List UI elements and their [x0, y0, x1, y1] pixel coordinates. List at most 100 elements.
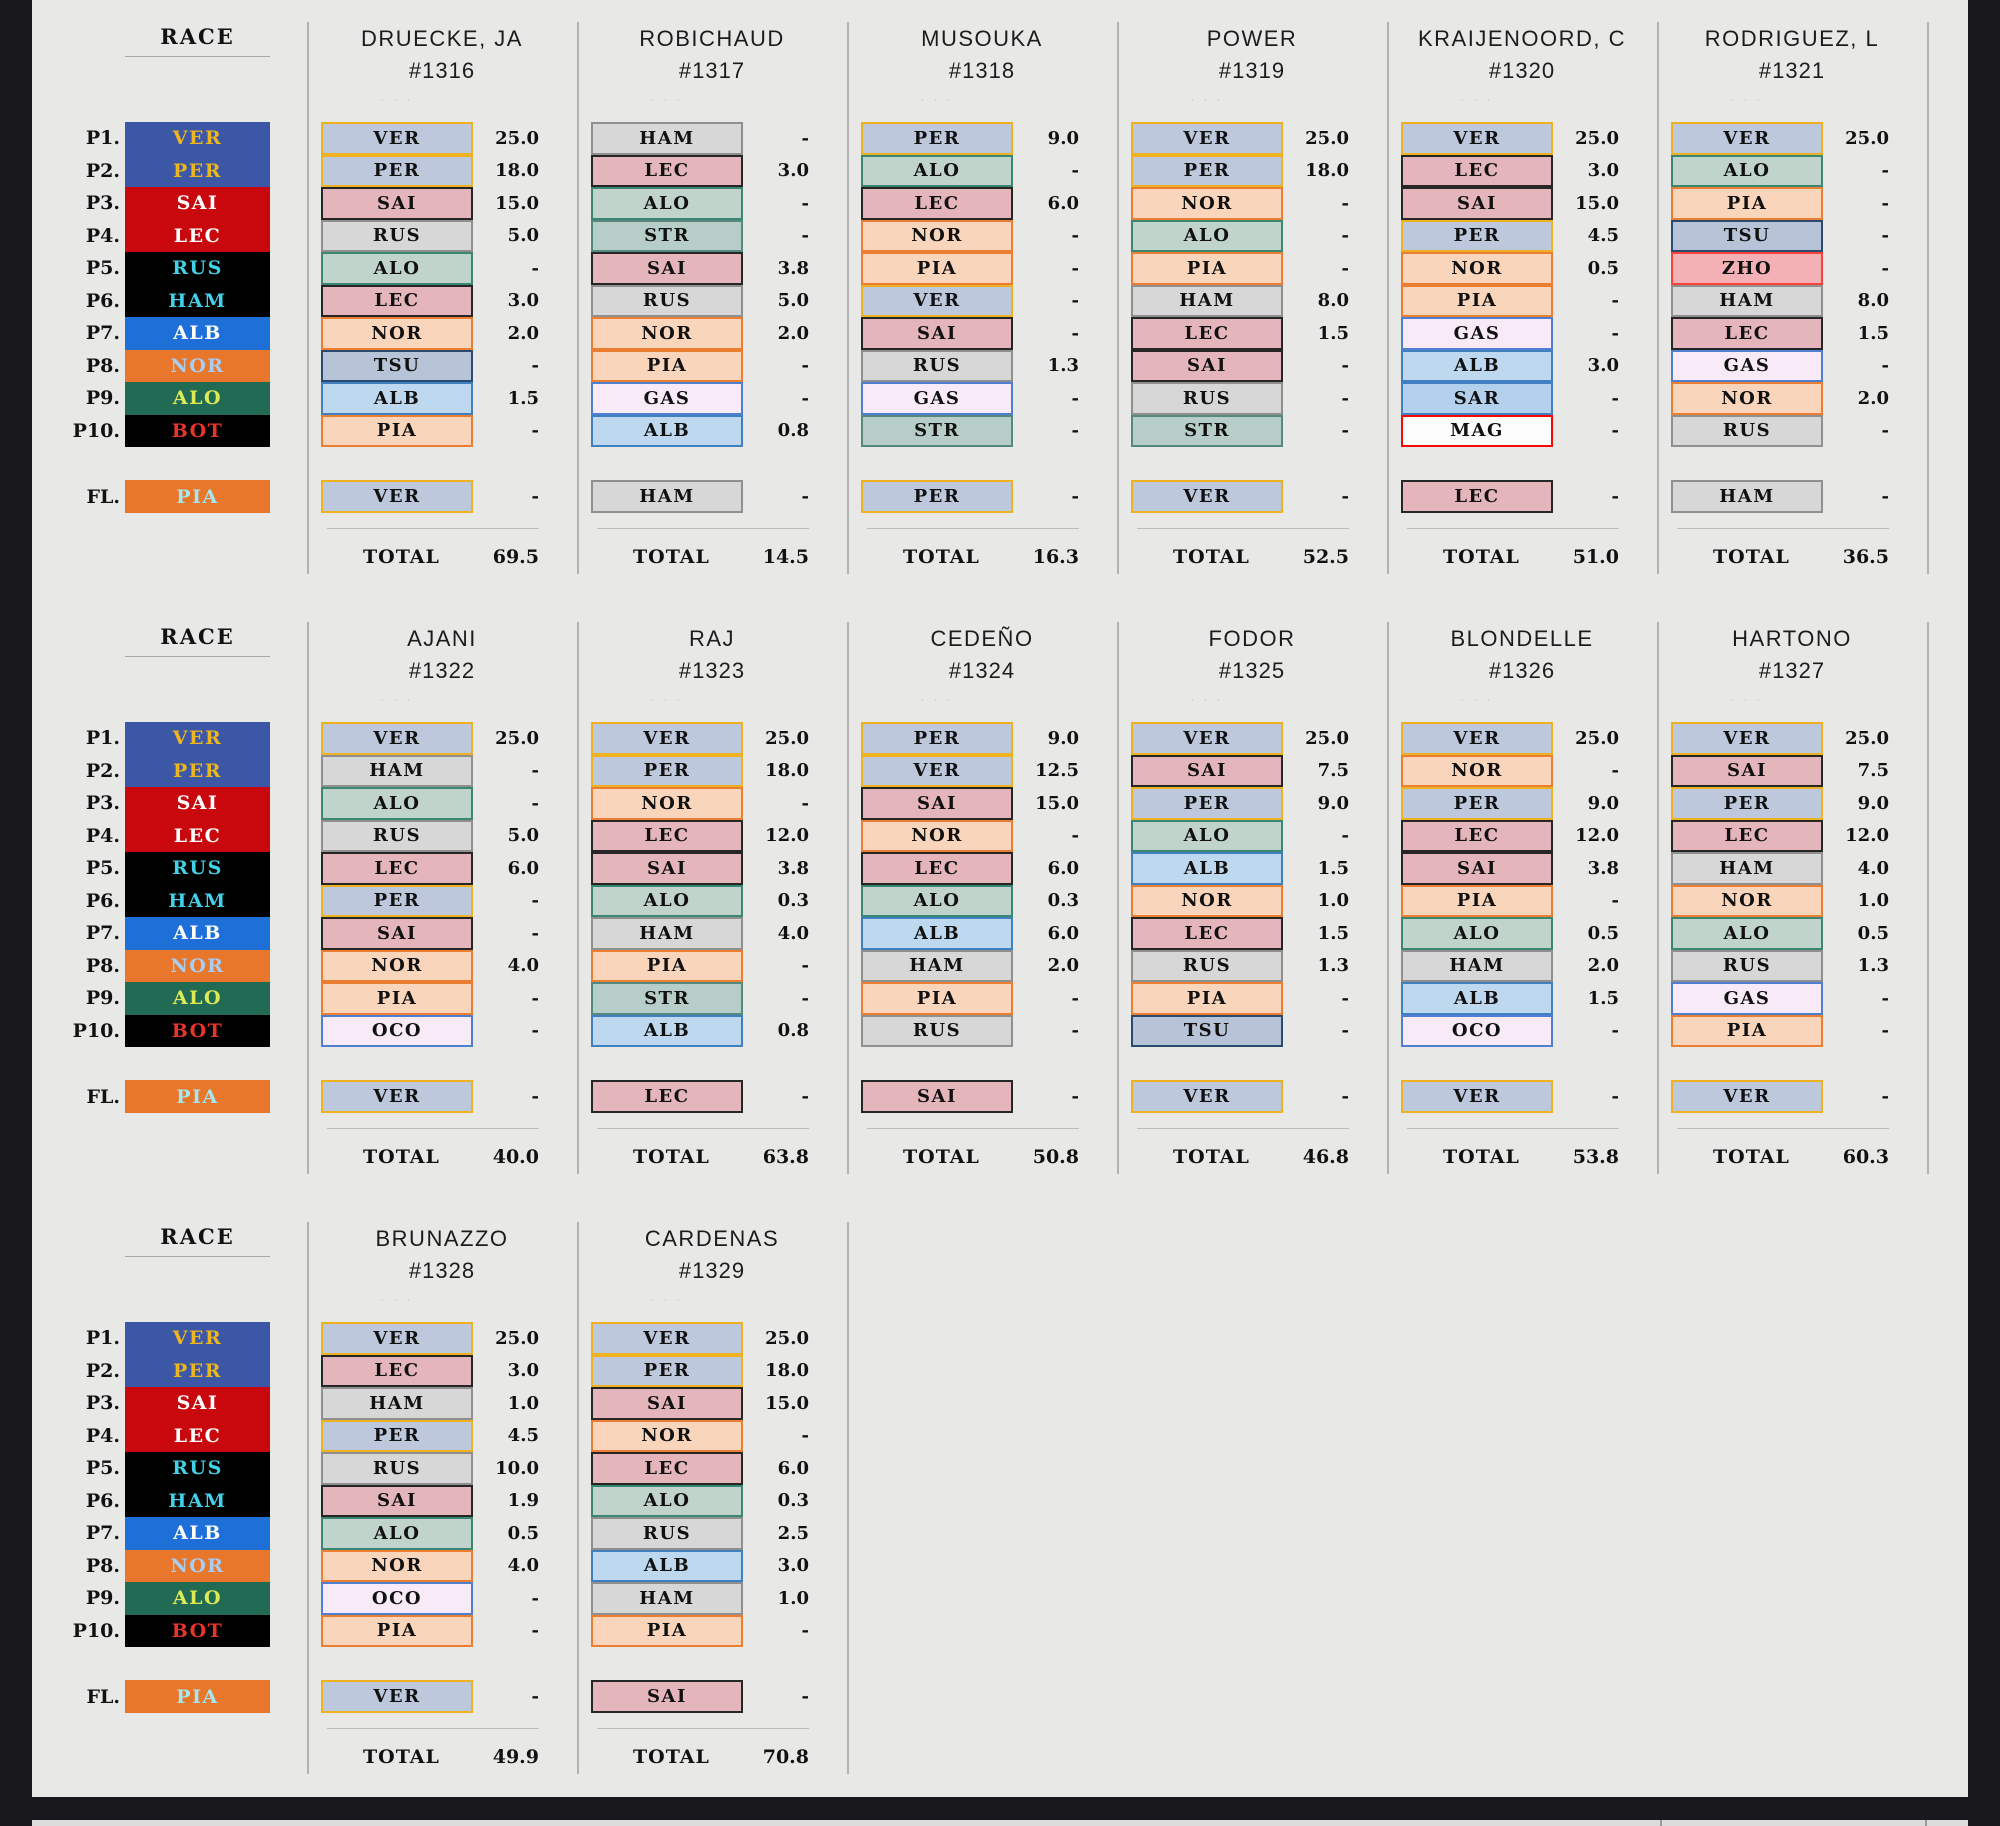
race-result-cell-ALO[interactable]: ALO: [125, 1582, 270, 1615]
pick-cell-SAI[interactable]: SAI: [1401, 852, 1553, 885]
pick-cell-PER[interactable]: PER: [1401, 219, 1553, 252]
pick-cell-ALO[interactable]: ALO: [1401, 917, 1553, 950]
race-result-cell-RUS[interactable]: RUS: [125, 252, 270, 285]
pick-cell-NOR[interactable]: NOR: [1401, 754, 1553, 787]
pick-cell-ALO[interactable]: ALO: [1671, 917, 1823, 950]
pick-cell-SAI[interactable]: SAI: [321, 917, 473, 950]
pick-cell-STR[interactable]: STR: [591, 219, 743, 252]
pick-cell-PIA[interactable]: PIA: [1131, 982, 1283, 1015]
pick-cell-VER[interactable]: VER: [1671, 122, 1823, 155]
pick-cell-SAI[interactable]: SAI: [1401, 187, 1553, 220]
pick-cell-VER[interactable]: VER: [861, 754, 1013, 787]
pick-cell-NOR[interactable]: NOR: [1671, 884, 1823, 917]
pick-cell-NOR[interactable]: NOR: [321, 1549, 473, 1582]
pick-cell-ALB[interactable]: ALB: [591, 1549, 743, 1582]
fastest-lap-pick-cell-HAM[interactable]: HAM: [1671, 480, 1823, 513]
fastest-lap-pick-cell-VER[interactable]: VER: [321, 1080, 473, 1113]
pick-cell-LEC[interactable]: LEC: [1671, 819, 1823, 852]
race-result-cell-LEC[interactable]: LEC: [125, 219, 270, 252]
pick-cell-ALO[interactable]: ALO: [321, 1517, 473, 1550]
pick-cell-ALB[interactable]: ALB: [591, 1014, 743, 1047]
pick-cell-LEC[interactable]: LEC: [591, 819, 743, 852]
pick-cell-OCO[interactable]: OCO: [1401, 1014, 1553, 1047]
pick-cell-PER[interactable]: PER: [321, 884, 473, 917]
pick-cell-RUS[interactable]: RUS: [591, 1517, 743, 1550]
race-result-cell-BOT[interactable]: BOT: [125, 414, 270, 447]
pick-cell-PIA[interactable]: PIA: [321, 1614, 473, 1647]
pick-cell-NOR[interactable]: NOR: [1131, 884, 1283, 917]
pick-cell-PIA[interactable]: PIA: [321, 982, 473, 1015]
pick-cell-LEC[interactable]: LEC: [861, 852, 1013, 885]
pick-cell-PIA[interactable]: PIA: [1401, 884, 1553, 917]
pick-cell-NOR[interactable]: NOR: [321, 317, 473, 350]
fastest-lap-pick-cell-VER[interactable]: VER: [1131, 1080, 1283, 1113]
pick-cell-PER[interactable]: PER: [861, 722, 1013, 755]
pick-cell-LEC[interactable]: LEC: [321, 284, 473, 317]
pick-cell-HAM[interactable]: HAM: [1401, 949, 1553, 982]
pick-cell-LEC[interactable]: LEC: [1131, 917, 1283, 950]
race-result-cell-NOR[interactable]: NOR: [125, 949, 270, 982]
pick-cell-PER[interactable]: PER: [321, 154, 473, 187]
pick-cell-STR[interactable]: STR: [591, 982, 743, 1015]
pick-cell-PER[interactable]: PER: [591, 1354, 743, 1387]
pick-cell-ALO[interactable]: ALO: [1131, 819, 1283, 852]
pick-cell-PIA[interactable]: PIA: [1671, 187, 1823, 220]
fastest-lap-pick-cell-VER[interactable]: VER: [321, 1680, 473, 1713]
pick-cell-MAG[interactable]: MAG: [1401, 414, 1553, 447]
pick-cell-OCO[interactable]: OCO: [321, 1582, 473, 1615]
pick-cell-HAM[interactable]: HAM: [861, 949, 1013, 982]
pick-cell-GAS[interactable]: GAS: [1401, 317, 1553, 350]
pick-cell-ALB[interactable]: ALB: [1131, 852, 1283, 885]
pick-cell-NOR[interactable]: NOR: [1131, 187, 1283, 220]
pick-cell-SAI[interactable]: SAI: [1131, 754, 1283, 787]
pick-cell-LEC[interactable]: LEC: [1401, 154, 1553, 187]
pick-cell-NOR[interactable]: NOR: [1671, 382, 1823, 415]
pick-cell-ALO[interactable]: ALO: [1671, 154, 1823, 187]
pick-cell-NOR[interactable]: NOR: [1401, 252, 1553, 285]
pick-cell-LEC[interactable]: LEC: [321, 852, 473, 885]
pick-cell-RUS[interactable]: RUS: [1131, 382, 1283, 415]
pick-cell-ALB[interactable]: ALB: [861, 917, 1013, 950]
race-result-cell-HAM[interactable]: HAM: [125, 1484, 270, 1517]
pick-cell-ALO[interactable]: ALO: [591, 187, 743, 220]
pick-cell-PER[interactable]: PER: [591, 754, 743, 787]
pick-cell-PIA[interactable]: PIA: [591, 949, 743, 982]
pick-cell-PER[interactable]: PER: [1131, 154, 1283, 187]
pick-cell-PIA[interactable]: PIA: [861, 252, 1013, 285]
pick-cell-GAS[interactable]: GAS: [861, 382, 1013, 415]
pick-cell-HAM[interactable]: HAM: [591, 1582, 743, 1615]
pick-cell-PIA[interactable]: PIA: [591, 349, 743, 382]
pick-cell-VER[interactable]: VER: [1401, 122, 1553, 155]
pick-cell-HAM[interactable]: HAM: [321, 754, 473, 787]
race-result-cell-RUS[interactable]: RUS: [125, 1452, 270, 1485]
pick-cell-ALO[interactable]: ALO: [1131, 219, 1283, 252]
pick-cell-PER[interactable]: PER: [321, 1419, 473, 1452]
pick-cell-LEC[interactable]: LEC: [1131, 317, 1283, 350]
pick-cell-RUS[interactable]: RUS: [321, 1452, 473, 1485]
pick-cell-STR[interactable]: STR: [861, 414, 1013, 447]
pick-cell-ALB[interactable]: ALB: [1401, 349, 1553, 382]
fastest-lap-pick-cell-LEC[interactable]: LEC: [1401, 480, 1553, 513]
pick-cell-HAM[interactable]: HAM: [1671, 284, 1823, 317]
pick-cell-SAI[interactable]: SAI: [861, 317, 1013, 350]
pick-cell-VER[interactable]: VER: [1401, 722, 1553, 755]
pick-cell-LEC[interactable]: LEC: [591, 1452, 743, 1485]
pick-cell-SAI[interactable]: SAI: [1131, 349, 1283, 382]
pick-cell-NOR[interactable]: NOR: [591, 1419, 743, 1452]
race-result-cell-SAI[interactable]: SAI: [125, 787, 270, 820]
race-result-cell-VER[interactable]: VER: [125, 722, 270, 755]
pick-cell-ALB[interactable]: ALB: [1401, 982, 1553, 1015]
pick-cell-SAI[interactable]: SAI: [321, 187, 473, 220]
pick-cell-PIA[interactable]: PIA: [1401, 284, 1553, 317]
pick-cell-ALO[interactable]: ALO: [861, 884, 1013, 917]
pick-cell-GAS[interactable]: GAS: [1671, 982, 1823, 1015]
fastest-lap-pick-cell-VER[interactable]: VER: [1131, 480, 1283, 513]
pick-cell-HAM[interactable]: HAM: [1671, 852, 1823, 885]
pick-cell-HAM[interactable]: HAM: [591, 122, 743, 155]
pick-cell-SAI[interactable]: SAI: [591, 1387, 743, 1420]
pick-cell-VER[interactable]: VER: [591, 1322, 743, 1355]
pick-cell-VER[interactable]: VER: [1131, 722, 1283, 755]
pick-cell-SAI[interactable]: SAI: [591, 252, 743, 285]
fastest-lap-pick-cell-HAM[interactable]: HAM: [591, 480, 743, 513]
pick-cell-NOR[interactable]: NOR: [591, 787, 743, 820]
